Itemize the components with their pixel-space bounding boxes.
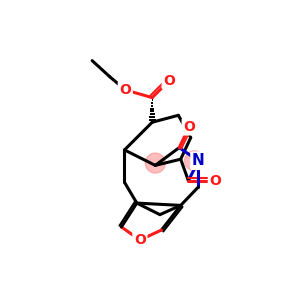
Circle shape	[145, 153, 165, 173]
Text: O: O	[163, 74, 175, 88]
Text: O: O	[119, 83, 131, 97]
Text: O: O	[134, 233, 146, 247]
Text: O: O	[209, 174, 221, 188]
Circle shape	[184, 151, 205, 171]
Text: O: O	[183, 120, 195, 134]
Text: N: N	[192, 153, 205, 168]
